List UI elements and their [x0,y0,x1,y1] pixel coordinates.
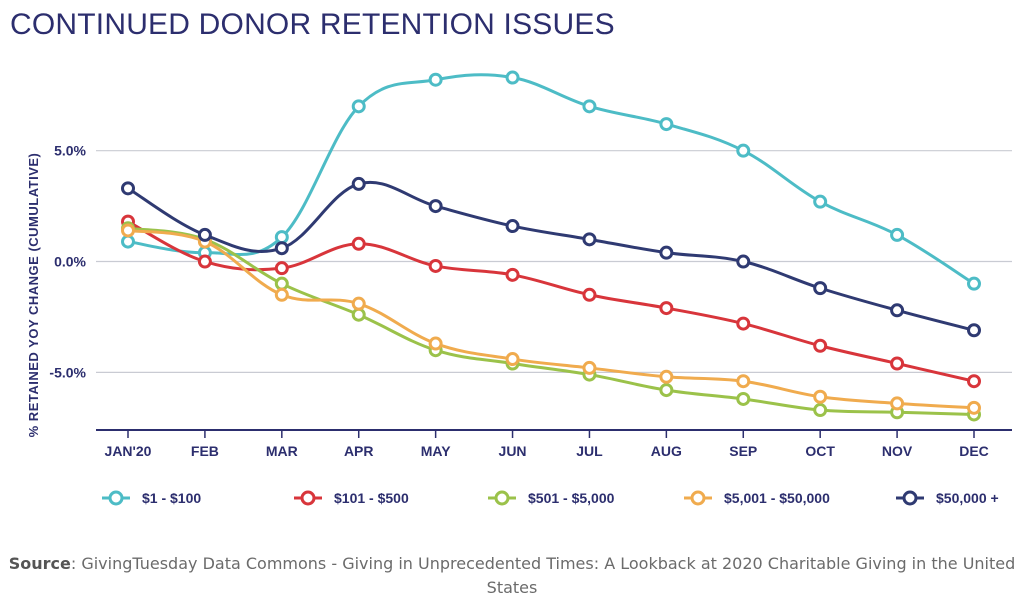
series-4-point [428,336,443,351]
series-3-point [813,403,828,418]
x-axis: JAN'20 FEB MAR APR MAY JUN JUL AUG SEP OCT NOV DEC [96,429,1012,459]
legend-marker [902,490,918,506]
x-tick-label: AUG [651,443,682,459]
series-5-point [582,232,597,247]
series-5-point [197,227,212,242]
legend-label: $101 - $500 [334,490,409,506]
legend-marker [300,490,316,506]
series-group [121,70,981,422]
y-axis-label: % RETAINED YOY CHANGE (CUMULATIVE) [26,153,41,438]
legend-item-5: $50,000 + [896,490,999,506]
legend-marker [690,490,706,506]
source-note: Source: GivingTuesday Data Commons - Giv… [0,552,1024,600]
series-1-point [659,117,674,132]
x-tick-label: SEP [729,443,757,459]
series-4-point [121,223,135,238]
series-5-line [127,181,975,332]
series-2-point [274,261,289,276]
source-label: Source [8,554,71,573]
series-2-point [582,287,597,302]
x-tick-label: FEB [191,443,219,459]
series-5-point [813,281,828,296]
series-3-line [127,226,975,416]
gridlines [96,150,1012,373]
series-2-point [967,374,981,389]
series-2-point [351,236,366,251]
chart-title: CONTINUED DONOR RETENTION ISSUES [10,8,615,41]
legend-label: $501 - $5,000 [528,490,615,506]
x-tick-label: JUN [499,443,527,459]
series-4-point [736,374,751,389]
y-tick-label: -5.0% [49,364,86,380]
legend-label: $5,001 - $50,000 [724,490,830,506]
series-4-point [505,352,520,367]
series-1-point [351,99,366,114]
y-tick-label: 0.0% [54,254,86,270]
series-1-point [813,194,828,209]
series-5-point [274,241,289,256]
series-2-point [505,267,520,282]
series-2-line [127,220,975,383]
legend-item-1: $1 - $100 [102,490,201,506]
legend: $1 - $100 $101 - $500 $501 - $5,000 $5,001 … [102,490,999,506]
series-5-point [428,199,443,214]
series-2-point [197,254,212,269]
legend-item-3: $501 - $5,000 [488,490,615,506]
series-5-point [736,254,751,269]
series-4-point [351,296,366,311]
series-2 [121,214,981,389]
series-1 [121,70,981,291]
series-1-point [967,276,981,291]
series-3-point [736,391,751,406]
series-1-point [121,234,135,249]
series-4-point [890,396,905,411]
legend-label: $1 - $100 [142,490,201,506]
series-4-point [813,389,828,404]
x-tick-label: MAR [266,443,298,459]
series-5-point [659,245,674,260]
series-4-point [659,369,674,384]
x-tick-label: JUL [576,443,603,459]
series-4-point [582,360,597,375]
x-tick-label: APR [344,443,374,459]
series-1-point [736,143,751,158]
series-5-point [890,303,905,318]
series-5-point [351,176,366,191]
source-text: : GivingTuesday Data Commons - Giving in… [70,554,1016,597]
series-5-point [967,323,981,338]
legend-item-4: $5,001 - $50,000 [684,490,830,506]
series-4-point [274,287,289,302]
legend-marker [494,490,510,506]
legend-marker [108,490,124,506]
y-axis: 5.0% 0.0% -5.0% [49,143,86,381]
series-1-point [274,230,289,245]
series-2-point [428,258,443,273]
series-2-point [659,301,674,316]
series-4 [121,223,981,415]
x-tick-label: JAN'20 [105,443,152,459]
series-2-point [890,356,905,371]
series-4-line [127,228,975,410]
series-4-point [967,400,981,415]
series-5-point [505,219,520,234]
legend-label: $50,000 + [936,490,999,506]
series-3-point [351,307,366,322]
series-2-point [813,338,828,353]
series-1-point [890,227,905,242]
series-5-point [121,181,135,196]
legend-item-2: $101 - $500 [294,490,409,506]
x-tick-label: MAY [421,443,451,459]
series-1-point [428,72,443,87]
y-tick-label: 5.0% [54,143,86,159]
line-chart: 5.0% 0.0% -5.0% % RETAINED YOY CHANGE (CUM… [26,70,1012,506]
series-1-point [505,70,520,85]
x-tick-label: OCT [805,443,835,459]
x-tick-label: DEC [959,443,989,459]
series-5 [121,176,981,338]
series-3-point [659,383,674,398]
series-1-point [582,99,597,114]
series-3-point [274,276,289,291]
series-2-point [736,316,751,331]
x-tick-label: NOV [882,443,913,459]
